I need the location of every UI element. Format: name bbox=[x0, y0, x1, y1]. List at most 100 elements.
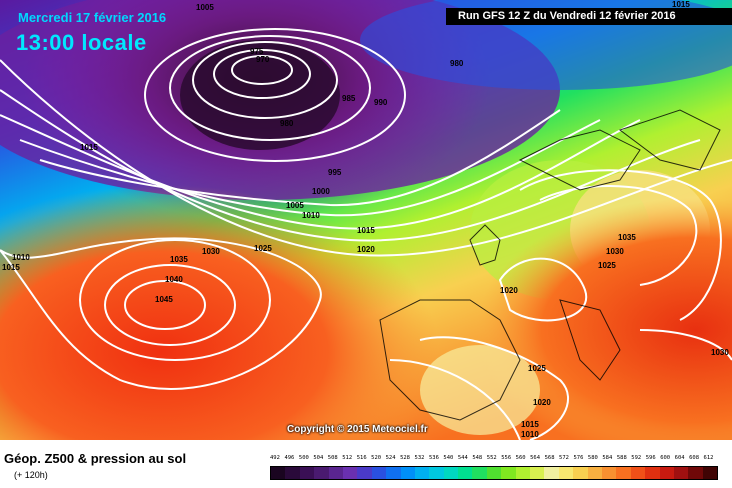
isobar-label: 1045 bbox=[155, 295, 173, 304]
color-scale-swatch bbox=[587, 467, 602, 479]
color-scale-swatch bbox=[357, 467, 372, 479]
color-scale-value: 500 bbox=[298, 455, 309, 461]
color-scale-value: 528 bbox=[400, 455, 410, 461]
isobar-label: 1025 bbox=[598, 261, 616, 270]
coastlines bbox=[379, 109, 721, 421]
isobar-label: 985 bbox=[342, 94, 356, 103]
color-scale-swatch bbox=[530, 467, 545, 479]
color-scale-value: 556 bbox=[501, 455, 512, 461]
legend-subtitle: (+ 120h) bbox=[14, 470, 48, 480]
color-scale-value: 496 bbox=[284, 455, 295, 461]
color-scale-swatch bbox=[414, 467, 430, 479]
color-scale-value: 592 bbox=[631, 455, 642, 461]
isobar-label: 1030 bbox=[711, 348, 729, 357]
legend-title: Géop. Z500 & pression au sol bbox=[4, 451, 187, 466]
isobar-label: 1025 bbox=[254, 244, 272, 253]
forecast-date: Mercredi 17 février 2016 bbox=[18, 10, 167, 25]
color-scale-value: 564 bbox=[530, 455, 541, 461]
color-scale-value: 548 bbox=[472, 455, 483, 461]
color-scale-swatch bbox=[616, 467, 631, 479]
color-scale-swatch bbox=[544, 467, 559, 479]
copyright-notice: Copyright © 2015 Meteociel.fr bbox=[287, 424, 428, 435]
color-scale-value: 588 bbox=[616, 455, 627, 461]
color-scale-values: 492 496 500 504 508 512 516 520 524 528 532 536 540 5… bbox=[270, 455, 718, 465]
color-scale-value: 596 bbox=[645, 455, 656, 461]
color-scale-value: 540 bbox=[443, 455, 454, 461]
isobar-label: 1020 bbox=[500, 286, 518, 295]
isobar-label: 1000 bbox=[312, 187, 330, 196]
isobar-label: 1035 bbox=[618, 233, 636, 242]
color-scale-value: 568 bbox=[544, 455, 555, 461]
isobar-label: 975 bbox=[250, 47, 264, 56]
color-scale-swatch bbox=[285, 467, 300, 479]
color-scale-value: 508 bbox=[327, 455, 338, 461]
color-scale-value: 608 bbox=[689, 455, 700, 461]
isobar-label: 1040 bbox=[165, 275, 183, 284]
color-scale-swatch bbox=[299, 467, 315, 479]
isobar-label: 990 bbox=[374, 98, 388, 107]
color-scale-swatch bbox=[645, 467, 660, 479]
color-scale-value: 560 bbox=[515, 455, 526, 461]
isobar-label: 1030 bbox=[202, 247, 220, 256]
color-scale-swatch bbox=[630, 467, 646, 479]
color-scale-swatch bbox=[659, 467, 674, 479]
color-scale-swatch bbox=[429, 467, 444, 479]
color-scale-value: 580 bbox=[587, 455, 598, 461]
isobar-label: 980 bbox=[450, 59, 464, 68]
isobar-label: 1015 bbox=[80, 143, 98, 152]
color-scale-swatch bbox=[688, 467, 703, 479]
run-info-box bbox=[446, 8, 732, 25]
color-scale-value: 576 bbox=[573, 455, 584, 461]
isobar-label: 1005 bbox=[196, 3, 214, 12]
isobar-label: 1025 bbox=[528, 364, 546, 373]
color-scale-value: 520 bbox=[371, 455, 382, 461]
isobar-label: 1020 bbox=[533, 398, 551, 407]
color-scale bbox=[270, 466, 718, 480]
isobar-label: 1015 bbox=[357, 226, 375, 235]
color-scale-swatch bbox=[515, 467, 531, 479]
isobar-labels: 1005 1015 975 970 980 985 990 980 1015 9… bbox=[2, 0, 729, 439]
color-scale-swatch bbox=[573, 467, 588, 479]
run-info: Run GFS 12 Z du Vendredi 12 février 2016 bbox=[458, 10, 676, 22]
color-scale-value: 524 bbox=[385, 455, 396, 461]
isobar-label: 995 bbox=[328, 168, 342, 177]
color-scale-value: 504 bbox=[313, 455, 324, 461]
color-scale-swatch bbox=[342, 467, 358, 479]
color-scale-value: 604 bbox=[674, 455, 685, 461]
isobar-label: 1005 bbox=[286, 201, 304, 210]
isobar-label: 1020 bbox=[357, 245, 375, 254]
color-scale-swatch bbox=[486, 467, 502, 479]
isobar-label: 1015 bbox=[521, 420, 539, 429]
isobar-label: 980 bbox=[280, 119, 294, 128]
isobar-label: 1030 bbox=[606, 247, 624, 256]
color-scale-swatch bbox=[472, 467, 487, 479]
color-scale-value: 572 bbox=[559, 455, 569, 461]
color-scale-swatch bbox=[328, 467, 343, 479]
color-scale-swatch bbox=[400, 467, 415, 479]
isobar-label: 1035 bbox=[170, 255, 188, 264]
color-scale-value: 584 bbox=[602, 455, 613, 461]
color-scale-value: 492 bbox=[270, 455, 280, 461]
color-scale-swatch bbox=[386, 467, 401, 479]
color-scale-swatch bbox=[702, 467, 718, 479]
color-scale-swatch bbox=[458, 467, 473, 479]
pressure-geopotential-map: 1005 1015 975 970 980 985 990 980 1015 9… bbox=[0, 0, 732, 440]
color-scale-value: 552 bbox=[486, 455, 497, 461]
color-scale-value: 544 bbox=[457, 455, 468, 461]
color-scale-value: 536 bbox=[428, 455, 439, 461]
color-scale-swatch bbox=[271, 467, 286, 479]
color-scale-value: 600 bbox=[660, 455, 671, 461]
color-scale-value: 516 bbox=[356, 455, 367, 461]
forecast-time: 13:00 locale bbox=[16, 30, 147, 55]
color-scale-value: 512 bbox=[342, 455, 353, 461]
color-scale-value: 612 bbox=[703, 455, 714, 461]
color-scale-swatch bbox=[673, 467, 689, 479]
color-scale-swatch bbox=[558, 467, 574, 479]
legend-bar bbox=[0, 440, 732, 488]
color-scale-swatch bbox=[314, 467, 329, 479]
color-scale-swatch bbox=[443, 467, 459, 479]
isobar-label: 1015 bbox=[2, 263, 20, 272]
isobar-label: 1010 bbox=[302, 211, 320, 220]
color-scale-swatch bbox=[501, 467, 516, 479]
